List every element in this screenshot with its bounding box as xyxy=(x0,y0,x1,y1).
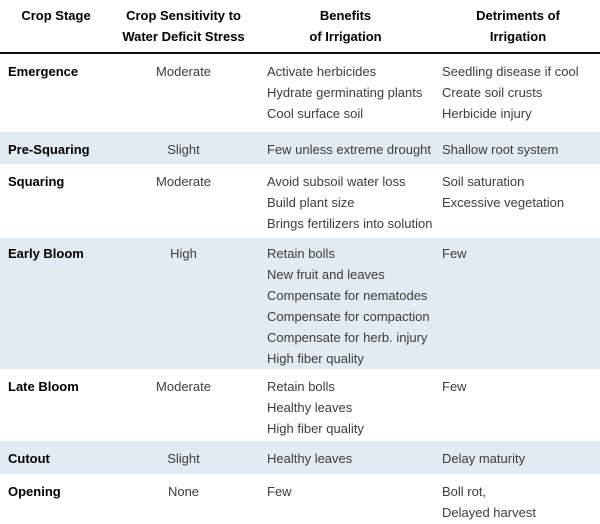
benefits-cell: Few unless extreme drought xyxy=(267,142,432,157)
detriments-cell: Seedling disease if cool Create soil cru… xyxy=(442,64,579,121)
detriments-cell: Soil saturation Excessive vegetation xyxy=(442,174,565,210)
benefits-cell: Activate herbicides Hydrate germinating … xyxy=(267,64,423,121)
detriments-cell: Boll rot, Delayed harvest xyxy=(442,484,536,520)
detriments-cell: Few xyxy=(442,379,467,394)
stage-cell: Late Bloom xyxy=(8,379,79,394)
table-row-late-bloom: Late Bloom Moderate Retain bolls Healthy… xyxy=(0,369,600,441)
stage-cell: Emergence xyxy=(8,64,79,79)
sensitivity-cell: Slight xyxy=(167,451,200,466)
column-header-crop-stage: Crop Stage xyxy=(21,8,91,23)
column-header-detriments: Detriments of Irrigation xyxy=(476,8,560,44)
sensitivity-cell: High xyxy=(170,246,197,261)
detriments-cell: Delay maturity xyxy=(442,451,526,466)
detriments-cell: Shallow root system xyxy=(442,142,559,157)
benefits-cell: Retain bolls New fruit and leaves Compen… xyxy=(267,246,430,366)
stage-cell: Opening xyxy=(8,484,61,499)
sensitivity-cell: Moderate xyxy=(156,64,211,79)
detriments-cell: Few xyxy=(442,246,467,261)
table-row-early-bloom: Early Bloom High Retain bolls New fruit … xyxy=(0,238,600,369)
table-row-pre-squaring: Pre-Squaring Slight Few unless extreme d… xyxy=(0,132,600,164)
sensitivity-cell: None xyxy=(167,484,200,499)
stage-cell: Early Bloom xyxy=(8,246,84,261)
table-row-cutout: Cutout Slight Healthy leaves Delay matur… xyxy=(0,441,600,474)
table-row-squaring: Squaring Moderate Avoid subsoil water lo… xyxy=(0,164,600,238)
table-row-opening: Opening None Few Boll rot, Delayed harve… xyxy=(0,474,600,524)
stage-cell: Cutout xyxy=(8,451,50,466)
table-row-emergence: Emergence Moderate Activate herbicides H… xyxy=(0,54,600,132)
stage-cell: Squaring xyxy=(8,174,65,189)
benefits-cell: Few xyxy=(267,484,292,499)
column-header-crop-sensitivity: Crop Sensitivity to Water Deficit Stress xyxy=(122,8,245,44)
sensitivity-cell: Moderate xyxy=(156,174,211,189)
benefits-cell: Healthy leaves xyxy=(267,451,353,466)
sensitivity-cell: Moderate xyxy=(156,379,211,394)
stage-cell: Pre-Squaring xyxy=(8,142,90,157)
benefits-cell: Retain bolls Healthy leaves High fiber q… xyxy=(267,379,364,436)
benefits-cell: Avoid subsoil water loss Build plant siz… xyxy=(267,174,433,231)
table-header-row: Crop Stage Crop Sensitivity to Water Def… xyxy=(0,0,600,54)
sensitivity-cell: Slight xyxy=(167,142,200,157)
column-header-benefits: Benefits of Irrigation xyxy=(309,8,382,44)
